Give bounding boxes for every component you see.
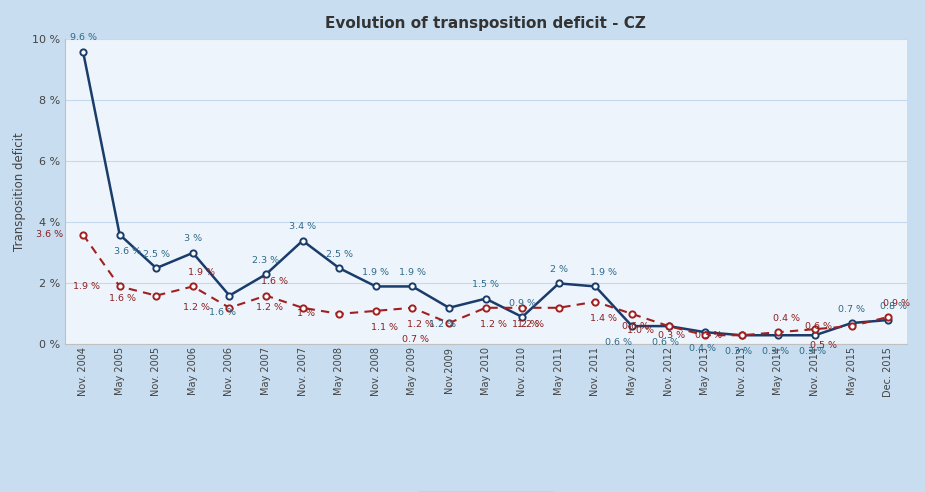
Text: 0.7 %: 0.7 % xyxy=(838,305,865,314)
EU xyxy=(407,305,418,311)
Text: 1.5 %: 1.5 % xyxy=(472,280,500,289)
Text: 1.0 %: 1.0 % xyxy=(627,326,654,335)
Text: 1.6 %: 1.6 % xyxy=(209,308,236,317)
Text: 3 %: 3 % xyxy=(184,235,202,244)
Text: 0.6 %: 0.6 % xyxy=(622,322,648,331)
CZ xyxy=(334,265,345,271)
CZ xyxy=(224,293,235,299)
CZ xyxy=(297,238,308,244)
Text: 0.4 %: 0.4 % xyxy=(773,314,800,323)
CZ xyxy=(736,332,747,338)
Text: 1.9 %: 1.9 % xyxy=(188,268,215,277)
Text: 1.9 %: 1.9 % xyxy=(590,268,617,277)
Line: EU: EU xyxy=(80,231,892,338)
Text: 2.5 %: 2.5 % xyxy=(142,250,170,259)
Text: 1.6 %: 1.6 % xyxy=(109,294,136,303)
Text: 1.2 %: 1.2 % xyxy=(512,320,539,329)
Text: 0.3 %: 0.3 % xyxy=(659,331,685,340)
Text: 1.4 %: 1.4 % xyxy=(590,314,617,323)
Text: 1.2 %: 1.2 % xyxy=(182,303,210,312)
EU xyxy=(224,305,235,311)
Text: 1.6 %: 1.6 % xyxy=(261,277,288,286)
Text: 0.3 %: 0.3 % xyxy=(725,347,753,356)
CZ xyxy=(882,317,894,323)
Text: 0.7 %: 0.7 % xyxy=(402,335,429,344)
Text: 2 %: 2 % xyxy=(549,265,568,274)
EU xyxy=(736,332,747,338)
CZ xyxy=(480,296,491,302)
CZ xyxy=(846,320,857,326)
CZ xyxy=(663,323,674,329)
EU xyxy=(517,305,528,311)
EU xyxy=(370,308,381,314)
Title: Evolution of transposition deficit - CZ: Evolution of transposition deficit - CZ xyxy=(326,16,646,31)
Text: 1.2 %: 1.2 % xyxy=(428,320,456,329)
Y-axis label: Transposition deficit: Transposition deficit xyxy=(13,132,26,251)
CZ xyxy=(78,49,89,55)
Text: 9.6 %: 9.6 % xyxy=(69,33,96,42)
Text: 1.9 %: 1.9 % xyxy=(73,282,100,291)
Text: 0.6 %: 0.6 % xyxy=(805,322,832,331)
Line: CZ: CZ xyxy=(80,48,892,338)
EU xyxy=(261,293,272,299)
EU xyxy=(114,283,125,289)
CZ xyxy=(443,305,454,311)
EU xyxy=(553,305,564,311)
CZ xyxy=(517,314,528,320)
Text: 0.6 %: 0.6 % xyxy=(605,338,632,347)
CZ xyxy=(114,232,125,238)
EU xyxy=(626,311,637,317)
EU xyxy=(78,232,89,238)
Text: 1.9 %: 1.9 % xyxy=(399,268,426,277)
Text: 2.3 %: 2.3 % xyxy=(253,256,279,265)
Text: 3.6 %: 3.6 % xyxy=(36,230,63,239)
EU xyxy=(297,305,308,311)
Text: 3.4 %: 3.4 % xyxy=(290,222,316,231)
Text: 0.9 %: 0.9 % xyxy=(883,299,910,308)
EU xyxy=(699,332,710,338)
CZ xyxy=(370,283,381,289)
Text: 3.6 %: 3.6 % xyxy=(115,247,142,256)
Text: 0.5 %: 0.5 % xyxy=(810,341,837,350)
Text: 0.3 %: 0.3 % xyxy=(762,347,789,356)
EU xyxy=(480,305,491,311)
EU xyxy=(590,299,601,305)
Text: 0.9 %: 0.9 % xyxy=(509,299,536,308)
EU xyxy=(443,320,454,326)
Text: 1 %: 1 % xyxy=(297,309,314,318)
Text: 0.8 %: 0.8 % xyxy=(881,302,907,310)
Text: 1.9 %: 1.9 % xyxy=(363,268,389,277)
EU xyxy=(882,314,894,320)
Text: 2.5 %: 2.5 % xyxy=(326,250,352,259)
CZ xyxy=(261,271,272,277)
Text: 0.3 %: 0.3 % xyxy=(695,331,722,340)
CZ xyxy=(809,332,820,338)
Text: 0.4 %: 0.4 % xyxy=(689,344,716,353)
CZ xyxy=(699,329,710,335)
CZ xyxy=(407,283,418,289)
EU xyxy=(809,326,820,332)
Text: 1.1 %: 1.1 % xyxy=(371,323,398,332)
Text: 1.2 %: 1.2 % xyxy=(517,320,544,329)
CZ xyxy=(187,250,198,256)
CZ xyxy=(773,332,784,338)
Text: 1.2 %: 1.2 % xyxy=(407,320,434,329)
EU xyxy=(773,329,784,335)
EU xyxy=(334,311,345,317)
Text: 0.3 %: 0.3 % xyxy=(798,347,826,356)
EU xyxy=(151,293,162,299)
Text: 0.6 %: 0.6 % xyxy=(652,338,679,347)
Text: 1.2 %: 1.2 % xyxy=(256,303,283,312)
CZ xyxy=(553,280,564,286)
EU xyxy=(663,323,674,329)
EU xyxy=(846,323,857,329)
CZ xyxy=(151,265,162,271)
Text: 1.2 %: 1.2 % xyxy=(480,320,508,329)
CZ xyxy=(626,323,637,329)
CZ xyxy=(590,283,601,289)
EU xyxy=(187,283,198,289)
